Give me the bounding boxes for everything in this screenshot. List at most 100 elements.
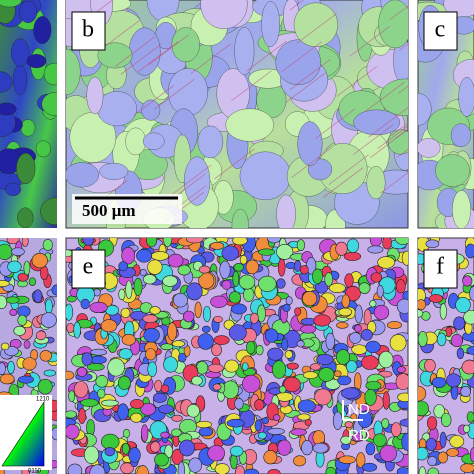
grain (226, 418, 245, 428)
grain (160, 384, 170, 394)
grain (41, 91, 57, 117)
grain (172, 292, 188, 308)
grain (361, 462, 378, 472)
grain (377, 125, 408, 149)
grain (45, 298, 53, 315)
grain (369, 300, 377, 308)
grain (160, 431, 170, 439)
grain (86, 76, 104, 115)
grain (167, 68, 208, 116)
grain (373, 304, 390, 320)
grain (239, 254, 248, 265)
grain (167, 253, 184, 268)
grain (336, 66, 377, 97)
grain (449, 435, 465, 448)
grain (302, 291, 318, 307)
grain (324, 272, 333, 287)
grain (429, 294, 443, 303)
grain (232, 270, 240, 287)
grain (293, 2, 338, 47)
grain (255, 345, 264, 356)
grain (258, 248, 275, 256)
grain (185, 238, 204, 244)
grain (188, 457, 203, 473)
grain (294, 307, 302, 316)
grain (399, 418, 408, 427)
grain (207, 363, 224, 373)
grain (455, 296, 471, 313)
grain (97, 388, 106, 399)
grain (120, 307, 131, 318)
grain (344, 273, 354, 288)
grain (382, 238, 392, 250)
grain (336, 349, 351, 365)
grain (396, 467, 408, 474)
grain (76, 367, 88, 377)
grain (427, 467, 439, 474)
grain (333, 370, 342, 378)
grain (118, 288, 126, 301)
grain (296, 340, 305, 348)
grain (267, 469, 281, 474)
grain (378, 351, 394, 369)
grain (5, 182, 21, 196)
grain (243, 468, 260, 474)
grain (43, 369, 56, 377)
grain (349, 332, 362, 344)
grain (13, 64, 28, 96)
grain (171, 340, 185, 348)
grain (322, 167, 364, 198)
grain (121, 246, 136, 265)
grain (277, 439, 292, 456)
grain (312, 268, 323, 284)
grain (167, 322, 178, 341)
grain (276, 278, 286, 289)
grain (22, 357, 37, 371)
grain (278, 385, 287, 394)
grain (191, 375, 203, 386)
grain (395, 279, 406, 294)
grain (225, 108, 274, 142)
grain (386, 321, 402, 330)
grain (389, 5, 408, 20)
grain (200, 0, 248, 30)
grain (351, 432, 363, 442)
grain (138, 41, 179, 72)
grain (418, 446, 429, 461)
grain (194, 301, 202, 319)
grain (66, 370, 75, 380)
grain (276, 194, 296, 228)
grain (379, 444, 397, 463)
grain (425, 437, 437, 451)
grain (163, 356, 178, 373)
grain (418, 331, 428, 347)
grain (37, 378, 53, 395)
grain (418, 93, 432, 126)
grain (450, 333, 463, 348)
grain (33, 16, 52, 44)
grain (80, 398, 99, 407)
grain (289, 0, 304, 11)
grain (283, 376, 301, 393)
grain (452, 190, 471, 228)
grain (293, 260, 302, 272)
grain (314, 108, 356, 140)
grain (246, 40, 287, 72)
grain (40, 197, 57, 225)
grain (178, 352, 187, 363)
grain (142, 314, 158, 323)
grain (89, 355, 107, 364)
grain (114, 36, 156, 67)
grain (266, 238, 282, 244)
grain (150, 251, 170, 261)
grain (51, 284, 57, 296)
grain (285, 72, 326, 103)
grain (28, 277, 37, 287)
grain (401, 432, 408, 451)
grain (396, 298, 408, 314)
grain (35, 140, 51, 158)
grain (293, 455, 307, 467)
grain (395, 373, 408, 390)
grain (213, 335, 230, 346)
grain (90, 348, 108, 356)
